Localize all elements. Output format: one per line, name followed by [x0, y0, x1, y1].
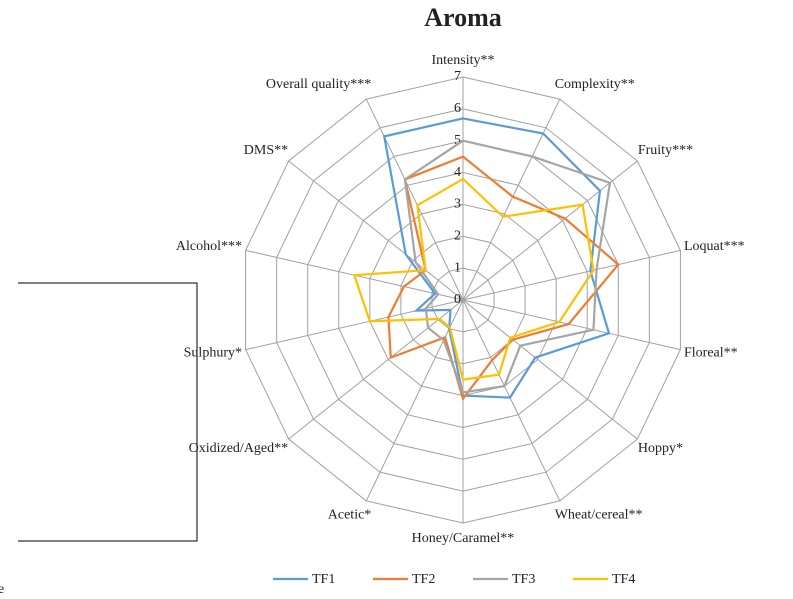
- spoke: [365, 299, 464, 502]
- category-label: DMS**: [244, 143, 288, 158]
- legend-label: TF1: [312, 572, 335, 587]
- category-label: Intensity**: [432, 53, 495, 68]
- series-line: [387, 155, 620, 402]
- category-label: Overall quality***: [266, 77, 371, 92]
- category-label: Sulphury*: [184, 345, 242, 360]
- legend-label: TF4: [612, 572, 635, 587]
- r-tick-label: 6: [454, 101, 461, 116]
- series-line: [403, 139, 612, 394]
- spoke: [462, 299, 638, 440]
- legend-label: TF2: [412, 572, 435, 587]
- r-tick-label: 7: [454, 69, 461, 84]
- spoke: [365, 98, 464, 301]
- category-label: Loquat***: [684, 239, 745, 254]
- legend-label: TF3: [512, 572, 535, 587]
- r-tick-label: 4: [454, 165, 461, 180]
- category-label: Acetic*: [328, 508, 372, 523]
- r-tick-label: 0: [454, 292, 461, 307]
- r-tick-label: 5: [454, 133, 461, 148]
- spoke: [462, 299, 681, 351]
- r-tick-label: 3: [454, 197, 461, 212]
- category-label: Complexity**: [555, 77, 635, 92]
- series-line: [352, 177, 595, 381]
- bracket: [18, 282, 198, 542]
- r-tick-label: 1: [454, 260, 461, 275]
- spoke: [462, 299, 561, 502]
- spoke: [462, 249, 681, 301]
- category-label: Wheat/cereal**: [555, 508, 643, 523]
- chart-title: Aroma: [424, 3, 502, 32]
- category-label: Hoppy*: [638, 441, 683, 456]
- category-label: Floreal**: [684, 345, 738, 360]
- fragment-text: e: [0, 582, 4, 594]
- category-label: Alcohol***: [176, 239, 242, 254]
- spoke: [288, 299, 464, 440]
- spoke: [288, 160, 464, 301]
- spoke: [462, 160, 638, 301]
- category-label: Fruity***: [638, 143, 693, 158]
- category-label: Honey/Caramel**: [412, 531, 515, 546]
- r-tick-label: 2: [454, 229, 461, 244]
- spoke: [462, 98, 561, 301]
- category-label: Oxidized/Aged**: [189, 441, 289, 456]
